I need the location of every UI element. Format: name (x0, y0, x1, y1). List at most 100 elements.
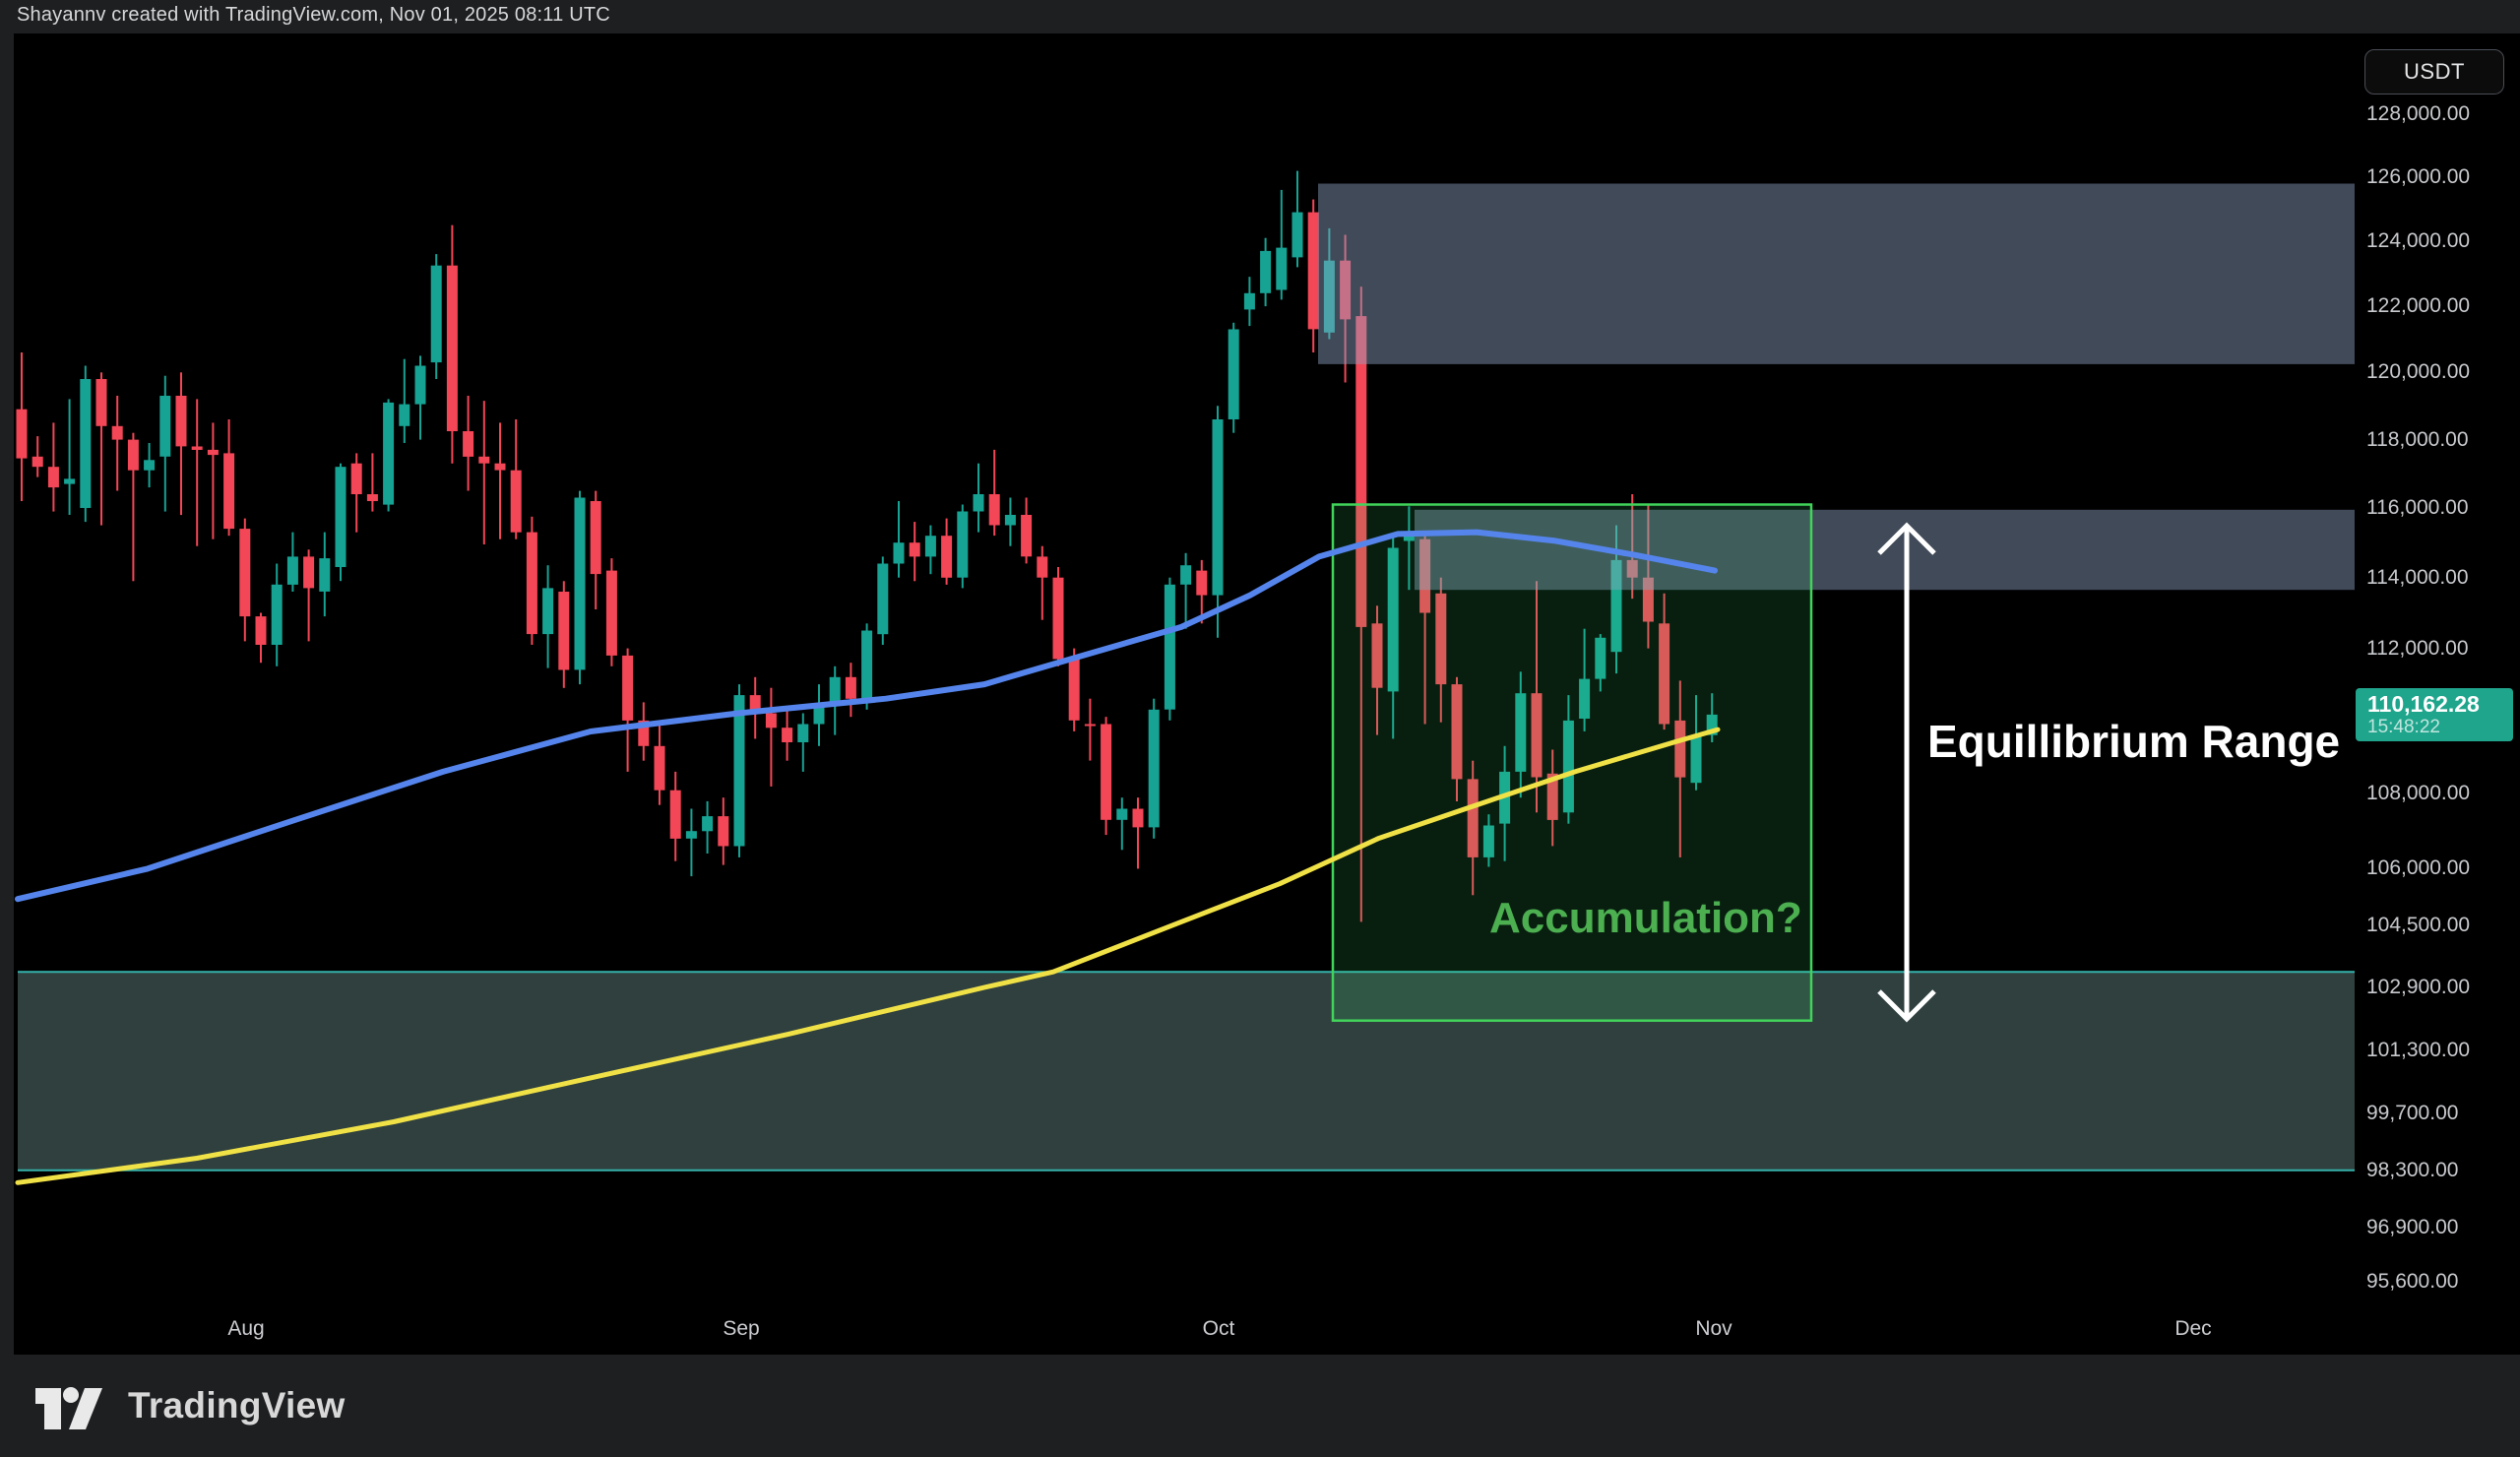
price-tick-label: 124,000.00 (2366, 229, 2471, 253)
supply-zone-upper-fill (1318, 183, 2355, 364)
price-tick-label: 112,000.00 (2366, 636, 2469, 660)
candle-body (478, 456, 490, 464)
candle-body (1403, 536, 1415, 541)
candle-body (542, 588, 554, 635)
candle-wick (1423, 532, 1426, 725)
candle-body (111, 425, 123, 440)
candle-body (718, 816, 729, 847)
candle-body (1101, 724, 1112, 820)
candle-body (973, 494, 984, 512)
candle-body (127, 439, 139, 471)
candle-wick (1408, 506, 1411, 591)
candle-body (1579, 678, 1591, 719)
accumulation-box-border (1331, 503, 1813, 1022)
candle-body (893, 542, 905, 564)
candle-body (1132, 808, 1144, 828)
candle-body (1212, 419, 1224, 596)
candle-body (574, 497, 586, 670)
candle-body (1052, 577, 1064, 660)
candle-body (1307, 212, 1319, 330)
candle-body (1659, 623, 1670, 725)
candle-body (1228, 329, 1239, 419)
candle-body (1021, 515, 1033, 557)
candle-body (463, 431, 474, 457)
candle-body (813, 706, 825, 725)
footer-bar: TradingView (0, 1355, 2520, 1457)
price-tick-label: 106,000.00 (2366, 856, 2471, 880)
candle-wick (690, 808, 693, 877)
candle-body (1355, 316, 1367, 627)
demand-zone-fill (18, 972, 2355, 1171)
candle-body (1068, 659, 1080, 721)
candle-wick (403, 358, 406, 443)
candle-body (319, 558, 331, 592)
time-tick-label-oct: Oct (1202, 1317, 1235, 1340)
candle-body (1595, 637, 1606, 679)
equilibrium-range-label: Equillibrium Range (1927, 716, 2341, 767)
candle-wick (1120, 797, 1123, 851)
price-tick-label: 101,300.00 (2366, 1038, 2471, 1061)
candle-wick (1280, 189, 1283, 300)
candle-body (845, 676, 856, 699)
candle-body (605, 570, 617, 656)
candle-body (622, 655, 634, 721)
candle-body (1371, 623, 1383, 688)
candle-body (350, 463, 362, 494)
candle-body (414, 365, 426, 405)
price-tick-label: 104,500.00 (2366, 914, 2471, 937)
candle-body (1626, 559, 1638, 578)
accumulation-box[interactable] (1331, 503, 1813, 1022)
candle-body (80, 379, 92, 508)
candle-body (510, 470, 522, 533)
candle-body (366, 494, 378, 501)
candle-body (303, 556, 315, 589)
candle-body (669, 790, 681, 839)
candle-wick (993, 449, 996, 537)
candle-body (1276, 247, 1288, 290)
candle-wick (898, 501, 900, 578)
candle-body (1562, 720, 1574, 813)
candle-body (797, 724, 809, 742)
candle-body (526, 532, 537, 635)
candle-series (16, 170, 1718, 922)
candle-body (941, 536, 953, 578)
candle-wick (212, 422, 215, 539)
candle-wick (307, 549, 310, 642)
price-axis[interactable]: USDT 110,162.28 15:48:22 128,000.00 126,0… (2353, 33, 2520, 1355)
current-price-label: 110,162.28 15:48:22 (2356, 687, 2513, 741)
candle-wick (1184, 552, 1187, 629)
candle-wick (801, 713, 804, 772)
candle-body (685, 831, 697, 839)
tradingview-logo[interactable]: TradingView (33, 1378, 346, 1433)
candle-body (1004, 515, 1016, 526)
price-tick-label: 98,300.00 (2366, 1158, 2459, 1181)
supply-zone-upper[interactable] (1318, 183, 2355, 364)
candle-wick (68, 399, 71, 515)
candle-body (749, 695, 761, 714)
candle-body (558, 592, 570, 670)
candle-wick (770, 687, 773, 787)
candle-body (861, 630, 873, 699)
candle-body (1515, 693, 1527, 772)
candle-body (32, 456, 43, 468)
candle-body (1642, 577, 1654, 622)
candle-body (782, 728, 793, 742)
candle-body (383, 402, 395, 505)
equilibrium-range-arrow[interactable] (1877, 522, 1936, 1023)
candle-body (765, 713, 777, 728)
candle-body (909, 542, 920, 557)
candle-body (1482, 825, 1494, 857)
time-axis[interactable]: Aug Sep Oct Nov Dec (14, 1309, 2353, 1355)
candle-body (1387, 547, 1399, 692)
price-tick-label: 128,000.00 (2366, 102, 2471, 125)
candle-body (590, 501, 601, 575)
demand-zone[interactable] (18, 971, 2355, 1172)
title-bar: Shayannv created with TradingView.com, N… (0, 0, 2520, 33)
candle-wick (1089, 698, 1092, 761)
candle-wick (1647, 504, 1650, 649)
candle-body (1148, 709, 1160, 828)
currency-badge[interactable]: USDT (2364, 49, 2504, 95)
candle-body (159, 396, 171, 457)
